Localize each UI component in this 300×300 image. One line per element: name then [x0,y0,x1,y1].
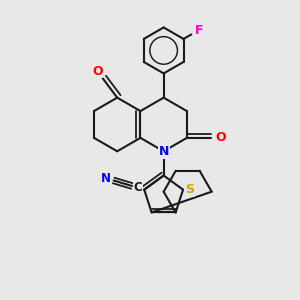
Text: N: N [101,172,111,185]
Text: O: O [92,64,103,78]
Text: N: N [158,145,169,158]
Text: C: C [134,181,142,194]
Text: O: O [215,131,226,144]
Text: S: S [185,183,194,196]
Text: F: F [195,23,203,37]
